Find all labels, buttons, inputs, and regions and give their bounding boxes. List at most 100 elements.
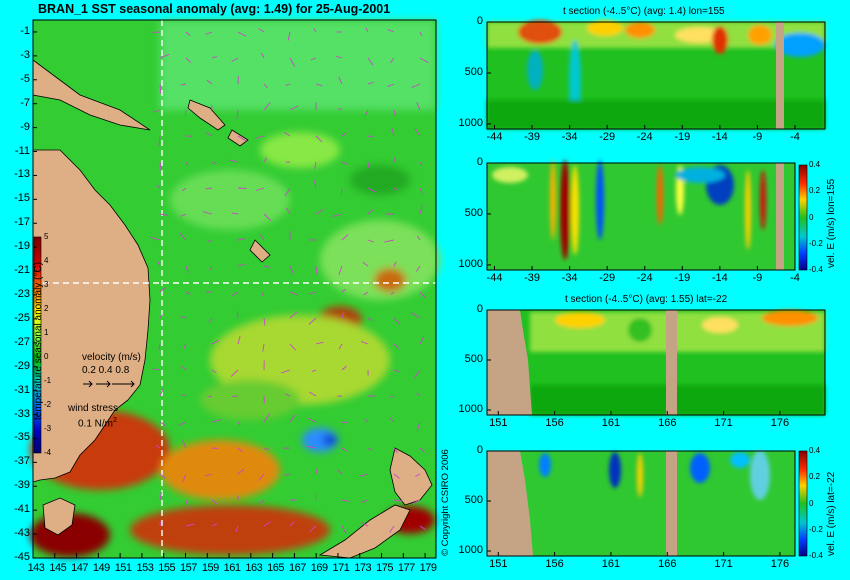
velocity-vector xyxy=(159,83,162,94)
velocity-vector xyxy=(419,336,425,345)
velocity-vector xyxy=(310,57,317,61)
velocity-vector xyxy=(237,447,243,453)
velocity-vector xyxy=(159,473,166,479)
velocity-vector xyxy=(281,369,291,374)
panel-1-x-tick: -34 xyxy=(561,131,578,143)
velocity-vector xyxy=(341,365,347,371)
panel-1-temp-lon155 xyxy=(486,20,826,130)
velocity-vector xyxy=(393,109,396,117)
velocity-vector xyxy=(211,56,218,59)
panel-4-y-tick: 500 xyxy=(464,494,483,506)
velocity-vector xyxy=(419,31,423,37)
panel-1-x-tick: -19 xyxy=(674,131,691,143)
velocity-vector xyxy=(393,261,397,267)
velocity-vector xyxy=(367,447,373,451)
velocity-vector xyxy=(178,421,187,426)
velocity-vector xyxy=(263,102,271,111)
velocity-vector xyxy=(367,135,373,138)
velocity-vector xyxy=(390,291,395,296)
velocity-vector xyxy=(309,525,317,533)
velocity-vector xyxy=(231,291,239,297)
velocity-vector xyxy=(235,525,239,533)
velocity-vector xyxy=(315,468,318,475)
velocity-vector xyxy=(393,343,399,349)
velocity-vector xyxy=(182,473,187,483)
vel-colorbar-2 xyxy=(798,450,808,557)
velocity-vector xyxy=(285,393,291,397)
velocity-vector xyxy=(236,311,239,319)
panel-4-colorbar-tick: 0 xyxy=(809,498,814,508)
panel-2-colorbar-tick: 0.2 xyxy=(809,186,821,196)
panel-3-temp-lat22 xyxy=(486,309,826,416)
panel-4-y-tick: 1000 xyxy=(458,544,483,556)
velocity-vector xyxy=(384,239,395,243)
velocity-vector xyxy=(205,31,213,35)
velocity-vector xyxy=(262,343,265,352)
velocity-vector xyxy=(367,187,377,193)
velocity-vector xyxy=(393,369,400,373)
velocity-vector xyxy=(263,83,268,89)
velocity-vector xyxy=(367,317,373,322)
velocity-vector xyxy=(391,127,395,137)
map-colorbar-tick: 4 xyxy=(44,256,49,265)
velocity-vector xyxy=(182,440,187,449)
velocity-vector xyxy=(150,236,161,241)
map-y-tick: -37 xyxy=(14,455,30,468)
map-colorbar-tick: -3 xyxy=(44,424,52,433)
panel-2-x-tick: -29 xyxy=(599,272,616,284)
panel-2-x-tick: -24 xyxy=(636,272,653,284)
velocity-vector xyxy=(338,76,343,85)
velocity-vector xyxy=(183,343,187,349)
wind-stress-scale: 0.1 N/m2 xyxy=(78,417,117,429)
velocity-vector xyxy=(393,499,403,502)
velocity-vector xyxy=(336,469,343,475)
velocity-vector xyxy=(393,447,398,454)
solomon-islands-land xyxy=(187,99,249,147)
map-colorbar-tick: 2 xyxy=(44,304,49,313)
panel-2-x-tick: -34 xyxy=(561,272,578,284)
velocity-vector xyxy=(419,57,429,63)
velocity-vector xyxy=(364,418,369,423)
new-caledonia-land xyxy=(249,239,271,263)
panel-1-x-tick: -9 xyxy=(752,131,763,143)
velocity-vector xyxy=(367,161,370,168)
map-y-tick: -23 xyxy=(14,287,30,300)
velocity-vector xyxy=(341,447,348,452)
map-y-tick: -9 xyxy=(20,120,30,133)
velocity-vector xyxy=(263,265,271,268)
velocity-vector xyxy=(289,57,296,67)
velocity-vector xyxy=(287,31,291,41)
velocity-vector xyxy=(419,161,423,166)
velocity-vector xyxy=(289,343,296,351)
velocity-vector xyxy=(208,317,213,323)
velocity-vector xyxy=(283,132,291,137)
panel-2-vel-lon155 xyxy=(486,160,808,271)
panel-1-x-tick: -44 xyxy=(486,131,503,143)
panel-2-x-tick: -14 xyxy=(711,272,728,284)
panel-4-x-tick: 151 xyxy=(489,558,508,570)
velocity-vector xyxy=(185,523,195,527)
map-panel xyxy=(30,19,440,559)
map-x-tick: 175 xyxy=(376,562,393,574)
map-x-tick: 163 xyxy=(245,562,263,574)
velocity-vector xyxy=(340,187,343,195)
velocity-vector xyxy=(209,265,213,270)
map-y-tick: -21 xyxy=(14,264,30,277)
panel-4-y-tick: 0 xyxy=(476,444,483,456)
map-y-tick: -15 xyxy=(14,192,30,205)
map-colorbar-tick: 0 xyxy=(44,352,49,361)
new-guinea-land xyxy=(32,59,151,131)
map-y-tick: -39 xyxy=(14,479,30,492)
map-y-tick: -31 xyxy=(14,383,30,396)
panel-1-x-tick: -24 xyxy=(636,131,653,143)
panel-4-colorbar-label: vel. E (m/s) lat=-22 xyxy=(826,471,837,556)
velocity-vector xyxy=(158,343,161,351)
velocity-vector xyxy=(159,491,162,501)
panel-2-y-tick: 1000 xyxy=(458,257,483,270)
velocity-vector xyxy=(185,291,191,295)
velocity-vectors xyxy=(150,27,429,534)
velocity-vector xyxy=(364,109,369,116)
map-x-tick: 173 xyxy=(354,562,372,574)
map-y-tick: -25 xyxy=(14,311,30,324)
